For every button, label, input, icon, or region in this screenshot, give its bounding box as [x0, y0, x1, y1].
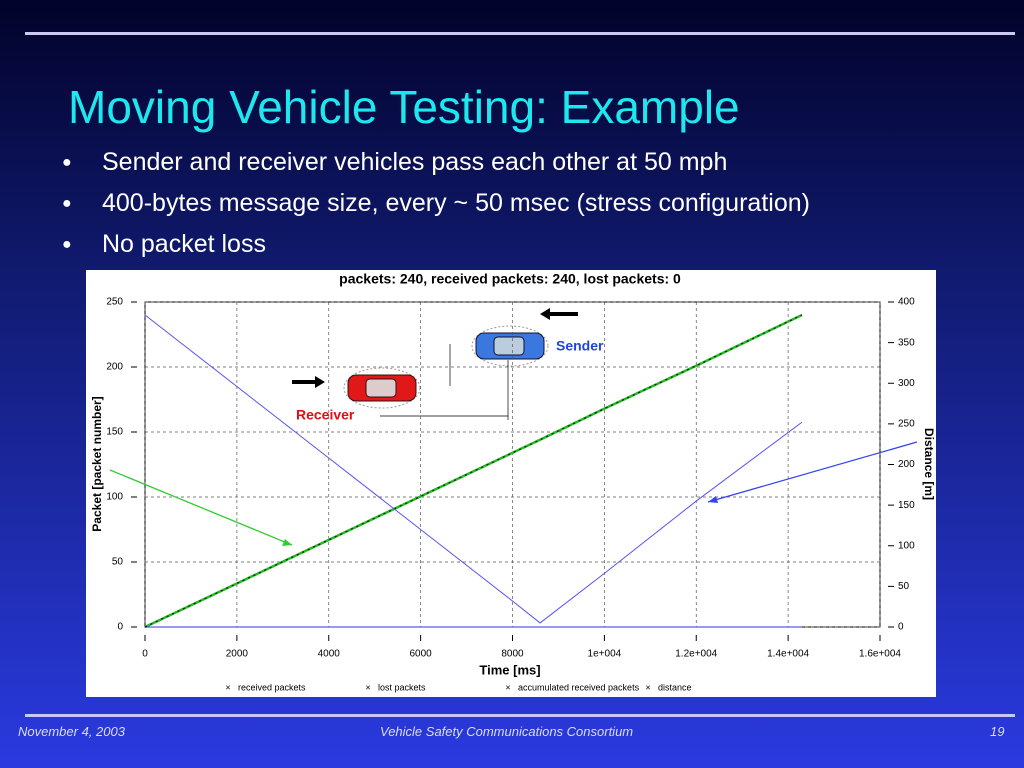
footer-center: Vehicle Safety Communications Consortium: [380, 724, 634, 739]
vehicle-diagram: [292, 308, 578, 420]
x-tick-label: 1.4e+004: [767, 649, 809, 660]
x-tick-label: 1e+004: [588, 649, 622, 660]
x-tick-label: 0: [142, 649, 148, 660]
y2-axis-label: Distance [m]: [922, 428, 936, 500]
legend-label: distance: [658, 682, 692, 692]
bullet-list: Sender and receiver vehicles pass each o…: [62, 146, 810, 269]
y2-tick-label: 300: [898, 378, 915, 389]
y2-tick-label: 150: [898, 500, 915, 511]
legend-marker: ×: [505, 682, 510, 692]
legend-marker: ×: [365, 682, 370, 692]
bullet: Sender and receiver vehicles pass each o…: [62, 146, 810, 187]
y2-tick-label: 0: [898, 622, 904, 633]
top-rule: [25, 32, 1015, 35]
bottom-rule: [25, 714, 1015, 717]
y-tick-label: 0: [117, 622, 123, 633]
legend-label: received packets: [238, 682, 306, 692]
x-tick-label: 1.6e+004: [859, 649, 901, 660]
x-tick-label: 6000: [410, 649, 433, 660]
y2-tick-label: 50: [898, 581, 910, 592]
bullet: 400-bytes message size, every ~ 50 msec …: [62, 187, 810, 228]
y-tick-label: 100: [106, 492, 123, 503]
y2-tick-label: 350: [898, 337, 915, 348]
x-axis-label: Time [ms]: [479, 662, 540, 677]
y-tick-label: 150: [106, 427, 123, 438]
bullet: No packet loss: [62, 228, 810, 269]
x-tick-label: 4000: [318, 649, 341, 660]
pointer-arrow: [707, 441, 918, 503]
legend-label: lost packets: [378, 682, 426, 692]
y2-tick-label: 200: [898, 459, 915, 470]
y-tick-label: 50: [112, 557, 124, 568]
slide-title: Moving Vehicle Testing: Example: [68, 81, 740, 133]
legend-marker: ×: [225, 682, 230, 692]
pointer-arrow: [109, 469, 293, 546]
arrow-head: [282, 539, 292, 546]
y2-tick-label: 250: [898, 419, 915, 430]
legend-label: accumulated received packets: [518, 682, 640, 692]
arrow-head: [708, 496, 718, 503]
y2-tick-label: 400: [898, 297, 915, 308]
x-tick-label: 8000: [501, 649, 524, 660]
legend-marker: ×: [645, 682, 650, 692]
x-tick-label: 1.2e+004: [675, 649, 717, 660]
y-tick-label: 200: [106, 362, 123, 373]
series-line: [144, 314, 803, 628]
annotation: Sender: [556, 338, 604, 354]
footer-date: November 4, 2003: [18, 724, 125, 739]
x-tick-label: 2000: [226, 649, 249, 660]
chart-title: packets: 240, received packets: 240, los…: [339, 271, 681, 287]
y2-tick-label: 100: [898, 540, 915, 551]
y-axis-label: Packet [packet number]: [90, 396, 104, 531]
footer-page: 19: [990, 724, 1005, 739]
annotation: Receiver: [296, 407, 355, 423]
series-line: [144, 314, 803, 624]
y-tick-label: 250: [106, 297, 123, 308]
